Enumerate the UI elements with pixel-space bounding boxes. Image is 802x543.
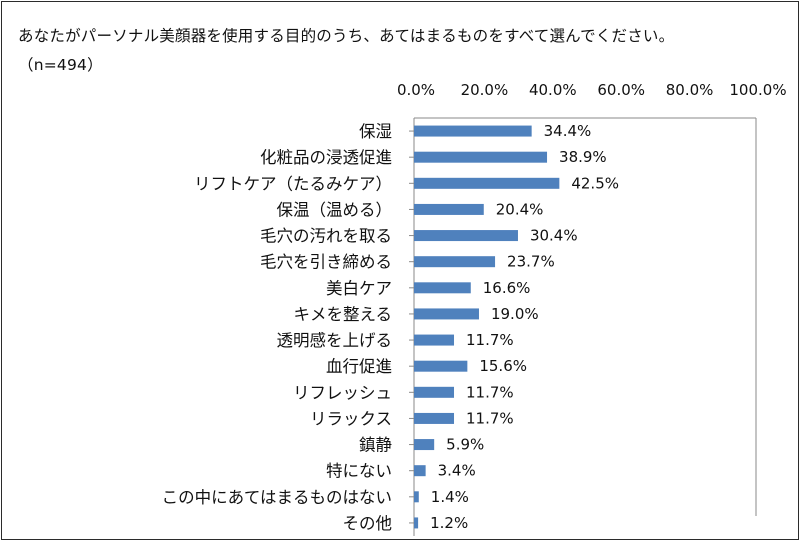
category-label: 特にない — [326, 462, 392, 481]
bar — [414, 360, 468, 372]
bar — [414, 386, 455, 398]
data-label: 1.2% — [430, 514, 468, 532]
x-tick-label: 80.0% — [666, 81, 714, 99]
bar — [414, 125, 532, 137]
category-label: この中にあてはまるものはない — [162, 488, 392, 507]
bar — [414, 334, 455, 346]
category-label: 血行促進 — [326, 357, 392, 376]
data-label: 15.6% — [479, 357, 527, 375]
data-label: 38.9% — [559, 148, 607, 166]
x-tick-label: 60.0% — [597, 81, 645, 99]
bar — [414, 412, 455, 424]
category-label: 美白ケア — [326, 279, 392, 298]
category-label: キメを整える — [293, 305, 392, 324]
category-label: その他 — [343, 514, 393, 533]
bar — [414, 282, 471, 294]
bar — [414, 177, 560, 189]
bar — [414, 491, 419, 503]
category-label: 保温（温める） — [277, 200, 393, 219]
category-label: リフトケア（たるみケア） — [194, 174, 392, 193]
category-label: 保湿 — [359, 122, 392, 141]
bar — [414, 256, 496, 268]
data-label: 1.4% — [431, 488, 469, 506]
bar — [414, 517, 419, 529]
data-label: 16.6% — [483, 279, 531, 297]
x-tick-label: 0.0% — [397, 81, 435, 99]
data-label: 23.7% — [507, 253, 555, 271]
data-label: 34.4% — [544, 122, 592, 140]
category-label: リフレッシュ — [293, 383, 392, 402]
category-label: 毛穴を引き締める — [260, 253, 392, 272]
data-label: 11.7% — [466, 409, 514, 427]
data-label: 11.7% — [466, 383, 514, 401]
category-label: 鎮静 — [359, 436, 392, 455]
chart-title: あなたがパーソナル美顔器を使用する目的のうち、あてはまるものをすべて選んでくださ… — [18, 27, 675, 74]
bar — [414, 230, 518, 242]
data-label: 3.4% — [438, 462, 476, 480]
bar — [414, 203, 484, 215]
category-label: リラックス — [310, 409, 392, 428]
x-tick-label: 40.0% — [529, 81, 577, 99]
data-label: 11.7% — [466, 331, 514, 349]
category-label: 化粧品の浸透促進 — [260, 148, 392, 167]
category-label: 透明感を上げる — [277, 331, 393, 350]
bar — [414, 151, 548, 163]
x-tick-label: 100.0% — [729, 81, 786, 99]
data-label: 19.0% — [491, 305, 539, 323]
data-label: 5.9% — [446, 436, 484, 454]
data-label: 30.4% — [530, 227, 578, 245]
x-tick-label: 20.0% — [461, 81, 509, 99]
category-label: 毛穴の汚れを取る — [260, 227, 392, 246]
data-label: 42.5% — [571, 174, 619, 192]
bar — [414, 465, 426, 477]
bar — [414, 439, 435, 451]
data-label: 20.4% — [496, 200, 544, 218]
bar — [414, 308, 479, 320]
